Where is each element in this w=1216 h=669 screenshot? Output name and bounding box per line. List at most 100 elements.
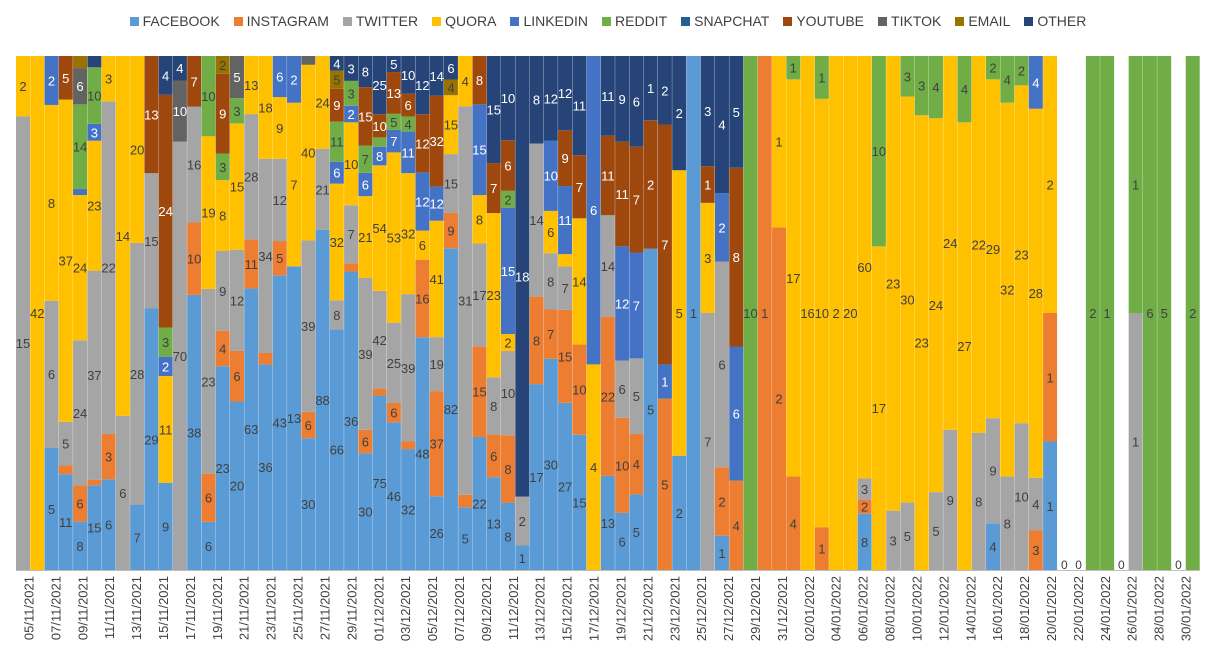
data-label: 7 (290, 178, 297, 193)
bar-segment (501, 334, 515, 351)
bar-segment (986, 418, 1000, 524)
bar-segment (501, 502, 515, 570)
bar-segment (229, 249, 244, 351)
bar-segment (1043, 56, 1058, 313)
legend-label: INSTAGRAM (246, 13, 329, 29)
data-label: 24 (315, 95, 329, 110)
data-label: 4 (176, 61, 183, 76)
legend-label: QUORA (445, 13, 497, 29)
data-label: 27 (957, 339, 971, 354)
bar-segment (772, 227, 787, 570)
legend-swatch (1024, 16, 1034, 26)
legend-swatch (602, 16, 612, 26)
x-tick-label: 02/01/2022 (802, 576, 817, 641)
data-label: 14 (529, 213, 543, 228)
data-label: 7 (547, 327, 554, 342)
bar-segment (158, 376, 173, 483)
bar-segment (543, 140, 558, 211)
legend-label: OTHER (1037, 13, 1087, 29)
bar-segment (415, 230, 430, 260)
data-label: 2 (1189, 306, 1196, 321)
bar-segment (814, 527, 829, 570)
data-label: 10 (372, 119, 386, 134)
bar-segment (443, 79, 458, 96)
bar-segment (215, 250, 230, 331)
data-label: 14 (601, 259, 615, 274)
data-label: 12 (415, 78, 429, 93)
legend-item-tiktok: TIKTOK (878, 13, 941, 29)
bar-segment (301, 411, 316, 439)
bar-segment (814, 56, 829, 99)
bar-segment (401, 294, 416, 442)
bar-segment (871, 246, 886, 570)
data-label: 10 (1014, 490, 1028, 505)
data-label: 18 (258, 100, 272, 115)
bar-segment (857, 499, 872, 514)
bar-segment (87, 123, 102, 141)
bar-segment (101, 56, 116, 102)
data-label: 6 (633, 94, 640, 109)
data-label: 9 (989, 464, 996, 479)
data-label: 15 (487, 103, 501, 118)
bar-segment (529, 143, 544, 297)
bar-segment (700, 166, 715, 203)
data-label: 2 (290, 72, 297, 87)
data-label: 9 (333, 98, 340, 113)
bar-segment (229, 56, 244, 99)
bar-segment (429, 56, 444, 96)
data-label: 12 (273, 193, 287, 208)
x-tick-label: 20/01/2022 (1044, 576, 1059, 641)
bar-segment (401, 116, 416, 132)
bar-segment (158, 482, 173, 570)
data-label: 6 (490, 449, 497, 464)
data-label: 30 (301, 497, 315, 512)
bar-segment (543, 253, 558, 310)
data-label: 6 (119, 486, 126, 501)
bar-segment (130, 242, 145, 505)
data-label: 5 (62, 437, 69, 452)
data-label: 2 (162, 359, 169, 374)
bar-segment (714, 193, 729, 262)
data-label: 17 (529, 470, 543, 485)
bar-segment (429, 337, 444, 392)
data-label: 13 (287, 411, 301, 426)
data-label: 39 (358, 347, 372, 362)
data-label: 1 (775, 135, 782, 150)
bar-segment (443, 56, 458, 80)
data-label: 4 (1032, 497, 1039, 512)
x-tick-label: 09/12/2021 (479, 576, 494, 641)
data-label: 0 (1118, 558, 1125, 572)
bar-segment (386, 129, 401, 153)
bar-segment (315, 229, 330, 570)
data-label: 1 (661, 375, 668, 390)
bar-segment (971, 56, 986, 433)
data-label: 9 (219, 107, 226, 122)
data-label: 37 (429, 437, 443, 452)
data-label: 6 (619, 534, 626, 549)
bar-segment (158, 56, 173, 95)
bar-segment (429, 496, 444, 570)
x-tick-label: 19/11/2021 (210, 576, 225, 640)
x-tick-label: 17/12/2021 (587, 576, 602, 641)
bar-segment (558, 402, 573, 570)
data-label: 15 (16, 336, 30, 351)
bar-segment (1128, 313, 1143, 570)
data-label: 7 (576, 180, 583, 195)
legend-item-youtube: YOUTUBE (783, 13, 864, 29)
data-label: 6 (718, 357, 725, 372)
bar-segment (329, 300, 344, 330)
bar-segment (344, 263, 359, 272)
bar-segment (429, 186, 444, 221)
data-label: 8 (733, 250, 740, 265)
data-label: 4 (462, 74, 469, 89)
bar-segment (558, 186, 573, 255)
bar-segment (272, 56, 287, 98)
data-label: 39 (301, 319, 315, 334)
data-label: 6 (504, 159, 511, 174)
bar-segment (657, 398, 672, 570)
data-label: 6 (76, 496, 83, 511)
data-label: 37 (59, 254, 73, 269)
data-label: 2 (676, 106, 683, 121)
data-label: 3 (704, 104, 711, 119)
